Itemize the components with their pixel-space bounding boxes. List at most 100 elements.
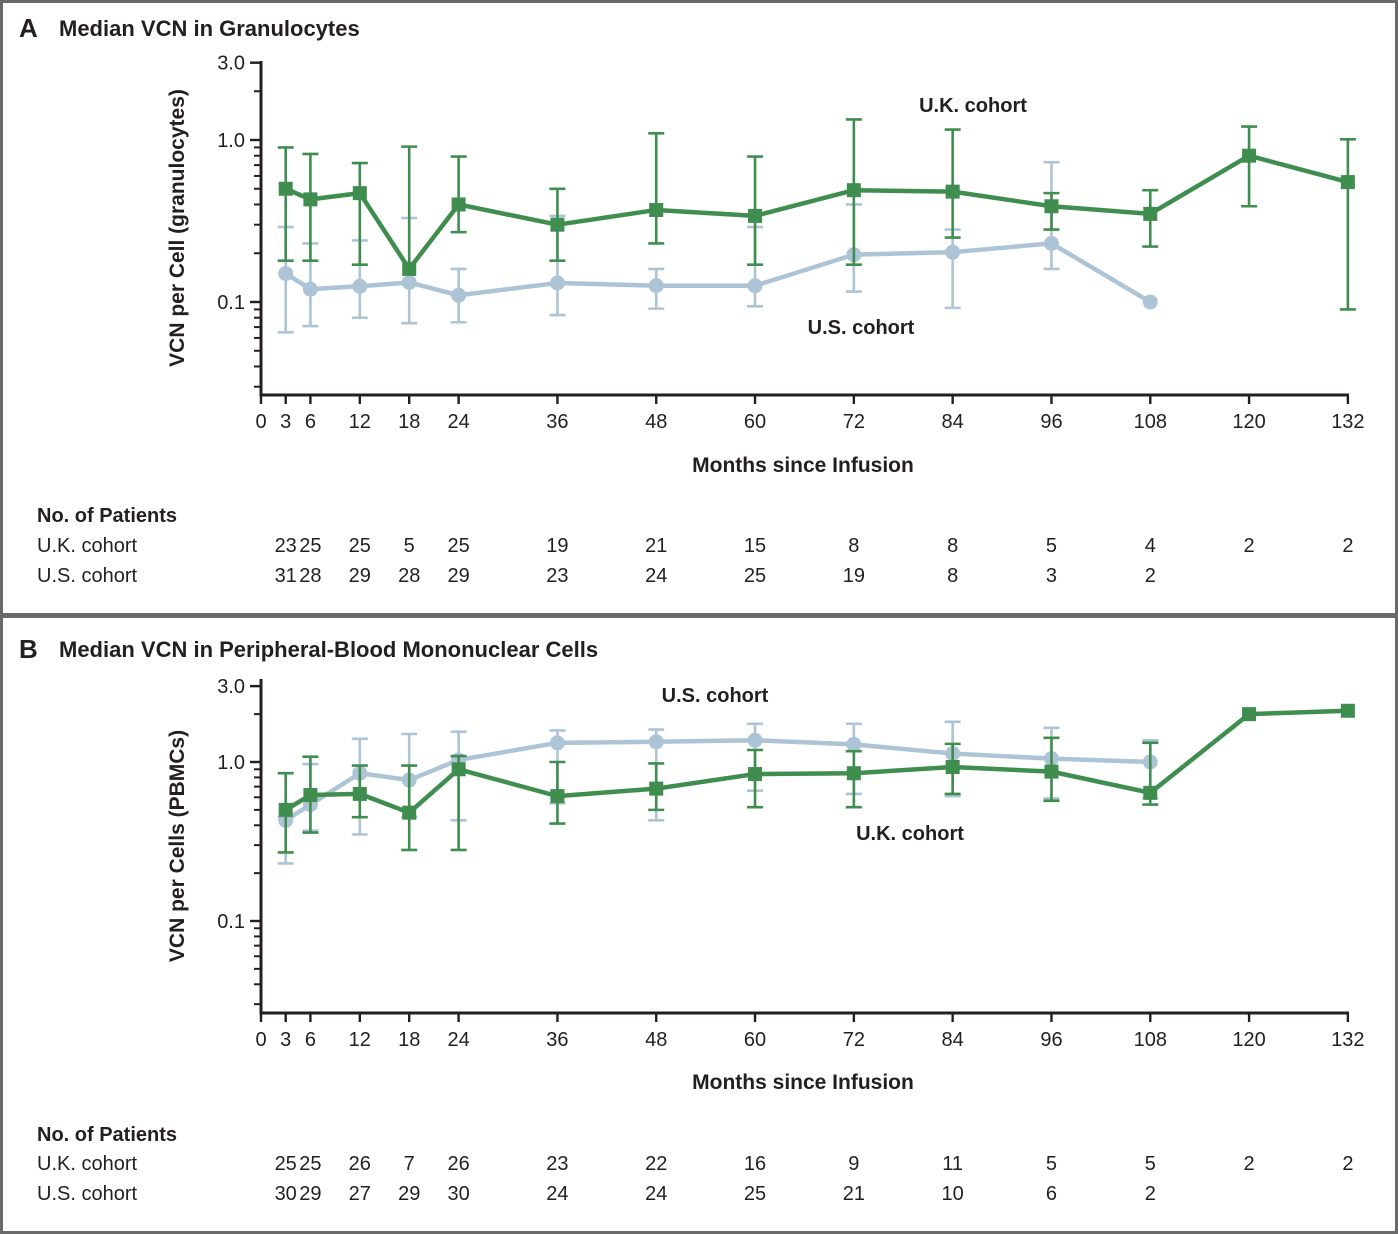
x-tick-label: 48 (645, 411, 667, 433)
patient-count: 28 (398, 565, 420, 587)
patient-count: 2 (1342, 535, 1353, 557)
uk-data-point (451, 762, 466, 777)
us-data-point (302, 281, 318, 297)
x-tick-label: 132 (1331, 411, 1364, 433)
patient-count: 25 (349, 535, 371, 557)
x-tick-label: 96 (1040, 1029, 1062, 1051)
uk-data-point (550, 789, 565, 804)
us-data-point (1142, 294, 1158, 310)
patient-count: 27 (349, 1183, 371, 1205)
y-tick-label: 1.0 (217, 130, 245, 152)
patient-count: 8 (947, 565, 958, 587)
patient-count: 30 (447, 1183, 469, 1205)
uk-data-point (451, 197, 466, 212)
patient-count: 26 (447, 1153, 469, 1175)
x-tick-label: 24 (447, 1029, 469, 1051)
panel-a-plot: 3.01.00.10 3 6 12 18 24 36 48 60 72 84 96 108 120 1322… (217, 53, 1364, 587)
x-tick-label: 18 (398, 411, 420, 433)
uk-data-point (846, 183, 861, 198)
panel-b-patients-header: No. of Patients (37, 1124, 177, 1146)
patient-count: 4 (1145, 535, 1156, 557)
uk-data-point (278, 802, 293, 817)
panel-b-y-axis-label: VCN per Cells (PBMCs) (166, 730, 189, 962)
axes: 3.01.00.10 3 6 12 18 24 36 48 60 72 84 96 108 120 132 (217, 676, 1364, 1051)
patient-count: 5 (1046, 1153, 1057, 1175)
patient-count: 25 (299, 1153, 321, 1175)
panel-a-letter: A (19, 13, 38, 43)
uk-cohort-series (277, 118, 1356, 311)
patient-count: 25 (744, 565, 766, 587)
patient-count: 23 (546, 565, 568, 587)
us-data-point (549, 735, 565, 751)
patient-count: 21 (645, 535, 667, 557)
panel-a-x-axis-label: Months since Infusion (692, 454, 914, 477)
panel-a-patients-header: No. of Patients (37, 505, 177, 527)
patient-count: 2 (1145, 565, 1156, 587)
x-tick-label: 48 (645, 1029, 667, 1051)
patient-count: 2 (1244, 535, 1255, 557)
patient-count: 3 (1046, 565, 1057, 587)
uk-data-point (649, 781, 664, 796)
patient-count: 5 (1145, 1153, 1156, 1175)
x-tick-label: 96 (1040, 411, 1062, 433)
x-tick-label: 84 (942, 411, 964, 433)
patient-count: 5 (1046, 535, 1057, 557)
x-tick-label: 84 (942, 1029, 964, 1051)
patient-count: 23 (275, 535, 297, 557)
patient-count: 2 (1145, 1183, 1156, 1205)
uk-data-point (748, 767, 763, 782)
x-tick-label: 120 (1232, 411, 1265, 433)
us-data-point (549, 275, 565, 291)
patient-count: 28 (299, 565, 321, 587)
x-tick-label: 24 (447, 411, 469, 433)
uk-data-point (352, 786, 367, 801)
panel-b-x-axis-label: Months since Infusion (692, 1071, 914, 1094)
panel-a-us-row-label: U.S. cohort (37, 565, 137, 587)
panel-b: B Median VCN in Peripheral-Blood Mononuc… (19, 634, 1365, 1205)
patient-count: 19 (843, 565, 865, 587)
us-data-point (846, 736, 862, 752)
patient-count: 8 (848, 535, 859, 557)
patient-count: 30 (275, 1183, 297, 1205)
uk-data-point (945, 760, 960, 775)
patient-count: 29 (299, 1183, 321, 1205)
patient-count: 22 (645, 1153, 667, 1175)
y-tick-label: 0.1 (217, 292, 245, 314)
x-tick-label: 132 (1331, 1029, 1364, 1051)
axes: 3.01.00.10 3 6 12 18 24 36 48 60 72 84 96 108 120 132 (217, 53, 1364, 433)
panel-b-uk-row-label: U.K. cohort (37, 1153, 137, 1175)
patient-count: 24 (645, 565, 667, 587)
x-tick-label: 108 (1134, 1029, 1167, 1051)
uk-data-point (1340, 703, 1355, 718)
patient-count: 25 (744, 1183, 766, 1205)
patient-count: 29 (447, 565, 469, 587)
x-tick-label: 18 (398, 1029, 420, 1051)
patient-count: 25 (447, 535, 469, 557)
patient-count: 15 (744, 535, 766, 557)
patient-count: 29 (349, 565, 371, 587)
uk-data-point (1143, 206, 1158, 221)
y-tick-label: 1.0 (217, 752, 245, 774)
uk-data-point (278, 181, 293, 196)
us-data-point (352, 278, 368, 294)
patient-count: 5 (404, 535, 415, 557)
patient-count: 25 (275, 1153, 297, 1175)
patient-count: 24 (645, 1183, 667, 1205)
panel-b-us-cohort-label: U.S. cohort (662, 685, 769, 707)
patient-count: 26 (349, 1153, 371, 1175)
panel-b-plot: 3.01.00.10 3 6 12 18 24 36 48 60 72 84 96 108 120 1322… (217, 676, 1364, 1205)
x-tick-label: 36 (546, 1029, 568, 1051)
x-tick-label: 60 (744, 411, 766, 433)
patient-count: 9 (848, 1153, 859, 1175)
x-tick-label: 60 (744, 1029, 766, 1051)
patient-count: 24 (546, 1183, 568, 1205)
x-tick-label: 72 (843, 411, 865, 433)
patient-count: 19 (546, 535, 568, 557)
patient-count: 2 (1342, 1153, 1353, 1175)
uk-data-point (550, 217, 565, 232)
uk-data-point (1143, 785, 1158, 800)
uk-data-point (402, 805, 417, 820)
x-tick-label: 108 (1134, 411, 1167, 433)
us-data-point (648, 278, 664, 294)
